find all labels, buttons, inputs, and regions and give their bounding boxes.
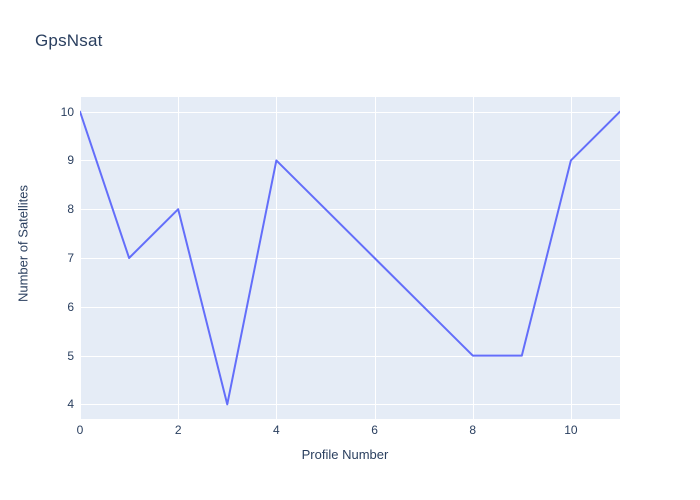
x-axis-title-text: Profile Number bbox=[301, 447, 389, 462]
y-axis-tick-label: 9 bbox=[67, 153, 74, 168]
gridline-vertical bbox=[571, 97, 572, 419]
y-axis-title: Number of Satellites bbox=[15, 184, 31, 303]
x-axis-tick-label: 8 bbox=[469, 423, 477, 437]
x-axis-title: Profile Number bbox=[0, 447, 700, 462]
gridline-vertical bbox=[178, 97, 179, 419]
gridline-horizontal bbox=[80, 356, 620, 357]
gridline-vertical bbox=[276, 97, 277, 419]
x-axis-tick-labels: 0 2 4 6 8 10 bbox=[76, 421, 620, 443]
y-axis-tick-label: 6 bbox=[67, 299, 74, 314]
y-axis-tick-label: 5 bbox=[67, 348, 74, 363]
y-axis-tick-label: 10 bbox=[60, 104, 74, 119]
x-axis-tick-label: 10 bbox=[564, 423, 578, 437]
y-axis-tick-labels: 4 5 6 7 8 9 10 bbox=[36, 97, 74, 419]
gridline-horizontal bbox=[80, 112, 620, 113]
gridline-horizontal bbox=[80, 258, 620, 259]
line-series-gpsnsat bbox=[80, 110, 620, 406]
gridline-horizontal bbox=[80, 209, 620, 210]
x-axis-tick-label: 4 bbox=[273, 423, 280, 437]
y-axis-tick-label: 4 bbox=[67, 397, 74, 412]
y-axis-tick-label: 8 bbox=[67, 202, 74, 217]
x-axis-tick-label: 0 bbox=[76, 423, 84, 437]
gridline-horizontal bbox=[80, 404, 620, 405]
plot-area bbox=[80, 97, 620, 419]
gridline-horizontal bbox=[80, 160, 620, 161]
x-axis-tick-label: 6 bbox=[371, 423, 378, 437]
y-axis-tick-label: 7 bbox=[67, 251, 74, 265]
gridline-vertical bbox=[80, 97, 81, 419]
page-title: GpsNsat bbox=[35, 31, 103, 50]
gridline-vertical bbox=[473, 97, 474, 419]
data-series-svg bbox=[80, 110, 620, 406]
gridline-horizontal bbox=[80, 307, 620, 308]
x-axis-tick-label: 2 bbox=[174, 423, 182, 437]
